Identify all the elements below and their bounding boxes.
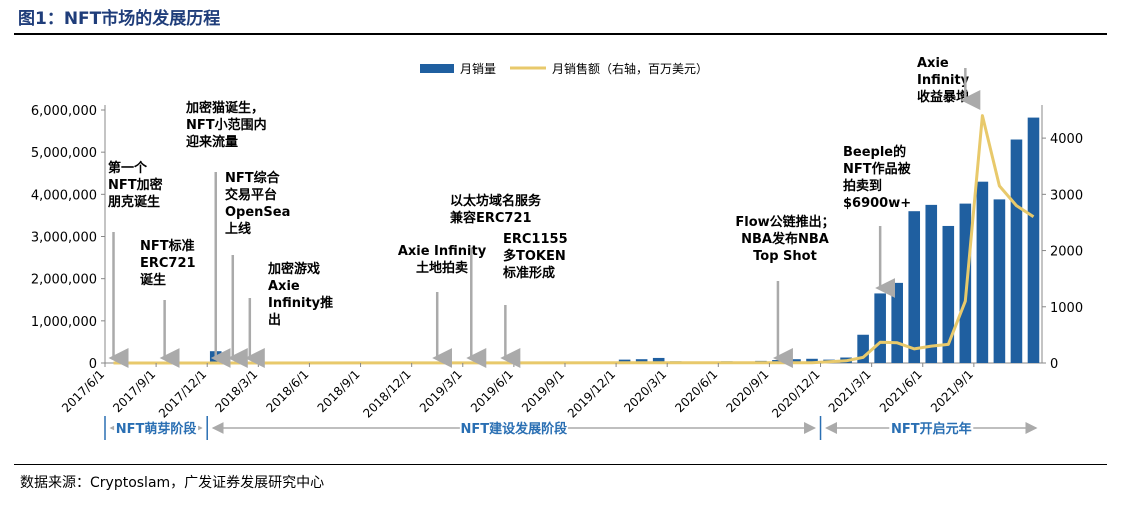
annotation-text: 多TOKEN [503,248,566,264]
left-tick-label: 6,000,000 [31,104,97,119]
bar-2021-02 [857,334,869,363]
bar-2020-10 [789,359,801,363]
annotation-text: ERC1155 [503,232,568,247]
bar-2021-09 [976,181,989,363]
left-tick-label: 0 [89,357,97,372]
right-tick-label: 0 [1050,357,1058,372]
phase-label: NFT建设发展阶段 [461,421,568,437]
annotation-text: NFT加密 [108,177,163,193]
bar-2021-03 [874,293,886,363]
x-tick-label: 2020/6/1 [672,367,720,415]
annotation-text: Axie [268,279,300,294]
annotation-text: 迎来流量 [186,134,238,150]
top-divider [14,33,1107,35]
sales-line [113,114,1035,365]
annotation-text: ERC721 [140,256,196,271]
right-tick-label: 2000 [1050,245,1083,260]
bar-2021-05 [908,211,921,363]
x-tick-label: 2019/3/1 [417,367,465,415]
x-tick-label: 2018/6/1 [264,367,312,415]
bar-2021-12 [1027,117,1040,363]
annotation-text: Axie [917,56,949,71]
x-tick-label: 2018/12/1 [360,367,413,420]
x-tick-label: 2020/9/1 [724,367,772,415]
annotation-text: 标准形成 [502,265,555,281]
annotation-text: 加密猫诞生， [185,100,264,116]
annotation-text: NFT标准 [140,238,195,254]
right-tick-label: 4000 [1050,132,1083,147]
source-note: 数据来源：Cryptoslam，广发证券发展研究中心 [20,475,325,491]
x-tick-label: 2021/9/1 [928,367,976,415]
annotation-text: 诞生 [140,272,166,288]
annotation-text: 收益暴增 [917,89,969,105]
x-tick-label: 2017/9/1 [110,367,158,415]
annotation-text: NFT作品被 [843,161,912,177]
annotation-text: 拍卖到 [843,178,882,194]
annotation-text: 第一个 [108,160,148,176]
annotation-text: Flow公链推出； [735,214,834,230]
nft-market-chart: 0 1,000,000 2,000,000 3,000,000 4,000,000 5,0… [31,56,1083,440]
x-tick-label: 2018/9/1 [315,367,363,415]
bar-2021-04 [891,282,903,363]
phase-label: NFT萌芽阶段 [116,421,197,437]
left-tick-label: 2,000,000 [31,273,97,288]
annotation-text: 交易平台 [225,187,277,203]
bar-2021-11 [1010,139,1023,363]
annotation-text: NBA发布NBA [741,231,829,247]
annotation-text: Top Shot [753,249,817,264]
annotation-text: NFT综合 [225,170,281,186]
x-tick-label: 2019/12/1 [565,367,618,420]
x-tick-label: 2019/6/1 [468,367,516,415]
legend-bar-swatch [420,64,454,73]
x-tick-label: 2017/6/1 [59,367,107,415]
right-tick-label: 3000 [1050,188,1083,203]
annotation-text: 加密游戏 [267,261,320,277]
annotation-text: Axie Infinity [398,244,487,259]
x-tick-label: 2019/9/1 [519,367,567,415]
annotation-text: 上线 [225,221,251,237]
bar-2021-08 [959,203,972,363]
bar-2021-10 [993,199,1006,363]
bar-2020-11 [806,358,818,363]
legend-line-label: 月销售额（右轴，百万美元） [552,61,708,76]
annotation-text: Infinity推 [268,295,333,311]
phase-label-bg [114,419,199,437]
x-tick-label: 2017/12/1 [156,367,209,420]
bar-2020-01 [635,359,648,363]
x-tick-label: 2020/3/1 [621,367,669,415]
bar-2021-07 [942,225,955,363]
annotation-text: OpenSea [225,205,290,220]
phase-label-bg [889,419,974,437]
right-tick-label: 1000 [1050,301,1083,316]
annotation-text: Infinity [917,73,970,88]
bar-2020-02 [652,357,665,363]
phase-label: NFT开启元年 [891,421,972,437]
bar-2021-06 [925,204,938,363]
annotation-text: 土地拍卖 [416,260,468,276]
figure-title: 图1：NFT市场的发展历程 [18,9,221,29]
annotation-text: NFT小范围内 [186,117,267,133]
x-tick-label: 2020/12/1 [769,367,822,420]
x-tick-label: 2021/3/1 [826,367,874,415]
left-tick-label: 4,000,000 [31,188,97,203]
x-tick-label: 2021/6/1 [877,367,925,415]
bottom-divider [14,464,1107,465]
annotation-text: 兼容ERC721 [450,210,532,226]
left-tick-label: 5,000,000 [31,146,97,161]
phase-label-bg [459,419,568,437]
legend-bar-label: 月销量 [460,62,496,76]
x-tick-label: 2018/3/1 [212,367,260,415]
annotation-text: 以太坊域名服务 [450,193,542,209]
annotation-text: Beeple的 [843,144,906,160]
left-tick-label: 3,000,000 [31,231,97,246]
left-tick-label: 1,000,000 [31,315,97,330]
annotation-text: 出 [268,312,281,328]
annotation-text: $6900w+ [843,196,911,211]
annotation-text: 朋克诞生 [107,194,160,210]
